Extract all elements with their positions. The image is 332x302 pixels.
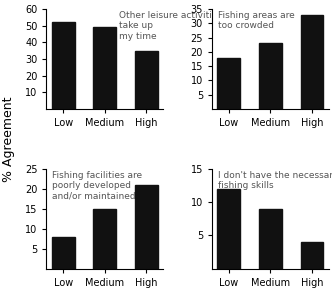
Bar: [300, 15, 323, 109]
Text: % Agreement: % Agreement: [2, 96, 15, 182]
Bar: [135, 51, 158, 109]
Text: I don't have the necessary
fishing skills: I don't have the necessary fishing skill…: [218, 171, 332, 190]
Bar: [52, 237, 75, 269]
Bar: [52, 22, 75, 109]
Bar: [135, 185, 158, 269]
Bar: [217, 189, 240, 269]
Bar: [217, 58, 240, 109]
Bar: [259, 43, 282, 109]
Text: Other leisure activities
take up
my time: Other leisure activities take up my time: [119, 11, 222, 41]
Bar: [259, 209, 282, 269]
Text: Fishing facilities are
poorly developed
and/or maintained: Fishing facilities are poorly developed …: [52, 171, 142, 201]
Text: Fishing areas are
too crowded: Fishing areas are too crowded: [218, 11, 294, 31]
Bar: [93, 209, 116, 269]
Bar: [93, 27, 116, 109]
Bar: [300, 242, 323, 269]
